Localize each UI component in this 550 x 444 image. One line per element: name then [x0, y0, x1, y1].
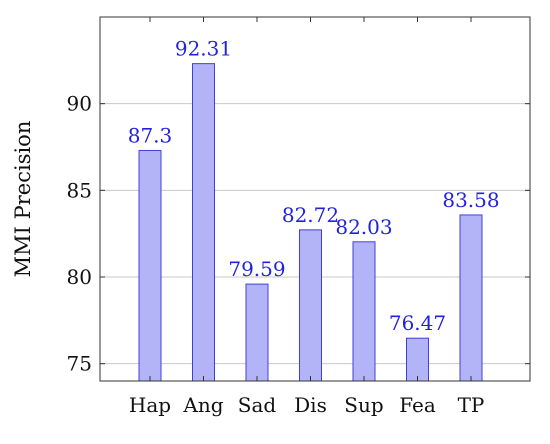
y-tick-label: 80 [67, 265, 92, 289]
value-label-tp: 83.58 [442, 188, 499, 212]
bars [138, 63, 483, 382]
bar-tp [459, 214, 483, 382]
x-tick-label-dis: Dis [294, 393, 327, 417]
x-tick-label-ang: Ang [182, 393, 223, 417]
bar-dis [299, 229, 322, 382]
value-label-fea: 76.47 [389, 311, 446, 335]
y-axis-label: MMI Precision [11, 121, 35, 278]
x-tick-label-fea: Fea [399, 393, 436, 417]
x-tick-label-sup: Sup [344, 393, 383, 417]
y-tick-label: 85 [67, 178, 92, 202]
value-label-ang: 92.31 [175, 37, 232, 61]
x-tick-labels: Hap Ang Sad Dis Sup Fea TP [129, 393, 484, 417]
value-label-sup: 82.03 [335, 215, 392, 239]
y-tick-label: 90 [67, 92, 92, 116]
x-tick-label-tp: TP [458, 393, 485, 417]
bar-ang [192, 63, 215, 382]
bar-fea [406, 337, 429, 382]
value-label-hap: 87.3 [128, 123, 173, 147]
y-tick-labels: 75 80 85 90 [67, 92, 92, 376]
x-tick-label-sad: Sad [238, 393, 277, 417]
bar-hap [138, 149, 162, 382]
plot-frame [99, 16, 531, 382]
value-label-dis: 82.72 [282, 203, 339, 227]
y-tick-label: 75 [67, 352, 92, 376]
bar-sad [245, 283, 269, 382]
bar-sup [352, 241, 376, 382]
x-tick-label-hap: Hap [129, 393, 171, 417]
axis-ticks [100, 17, 530, 381]
value-label-sad: 79.59 [228, 257, 285, 281]
